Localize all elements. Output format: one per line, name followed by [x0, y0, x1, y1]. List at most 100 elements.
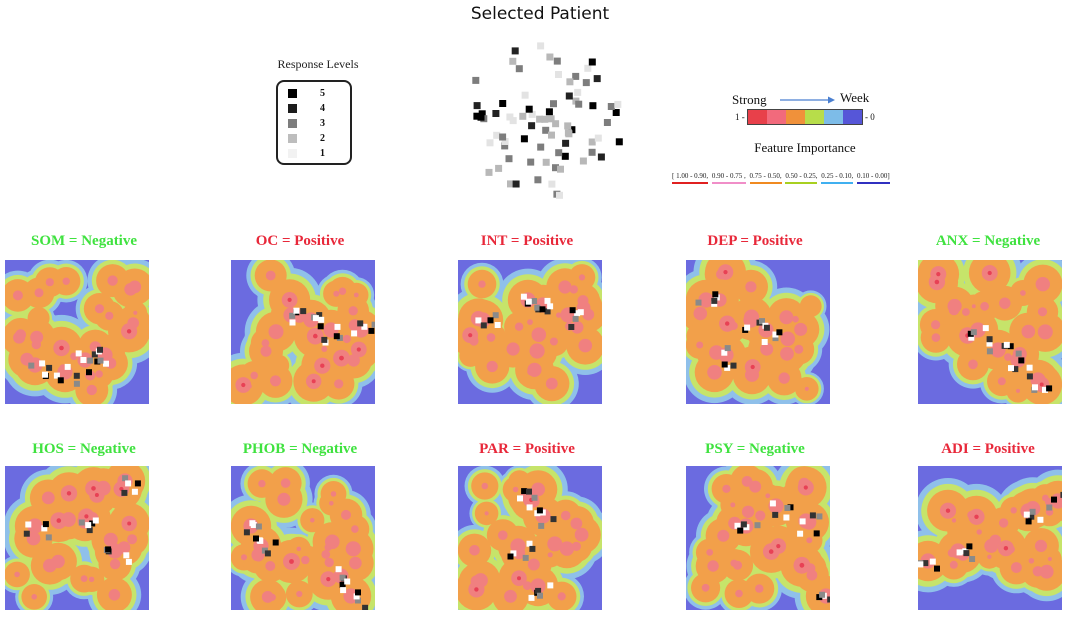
- response-cell: [588, 58, 596, 66]
- heat-blob: [84, 514, 89, 519]
- heat-blob: [126, 329, 132, 334]
- response-cell: [588, 148, 596, 156]
- response-cell: [1025, 518, 1032, 525]
- response-cell: [986, 348, 993, 355]
- heat-blob: [310, 517, 315, 523]
- heat-blob: [250, 371, 258, 380]
- heat-blob: [799, 295, 822, 318]
- heat-blob: [1039, 382, 1044, 387]
- response-cell: [509, 57, 517, 65]
- heat-blob: [14, 571, 20, 578]
- heat-blob: [545, 377, 558, 390]
- heatmap-par: [458, 466, 602, 610]
- map-label-int: INT = Positive: [480, 233, 574, 249]
- response-cell: [131, 488, 138, 495]
- response-cell: [123, 552, 130, 559]
- response-cell: [695, 299, 702, 306]
- response-cell: [73, 372, 80, 379]
- heat-blob: [557, 592, 566, 601]
- heat-blob: [804, 386, 809, 391]
- response-cell: [542, 158, 550, 166]
- heatmap-int: [458, 260, 602, 404]
- map-label-adi: ADI = Positive: [941, 441, 1035, 457]
- map-label-dep: DEP = Positive: [707, 233, 803, 249]
- response-cell: [87, 357, 94, 364]
- heat-blob: [504, 589, 517, 603]
- heat-blob: [574, 527, 589, 542]
- range-item: 0.10 - 0.00]: [857, 172, 890, 184]
- response-cell: [615, 138, 623, 146]
- response-cell: [499, 133, 507, 141]
- response-cell: [86, 527, 93, 534]
- heat-blob: [80, 575, 88, 582]
- response-cell: [713, 294, 720, 301]
- response-cell: [361, 323, 368, 330]
- heat-blob: [931, 333, 941, 342]
- response-cell: [579, 157, 587, 165]
- response-cell: [45, 534, 52, 541]
- response-cell: [597, 153, 605, 161]
- response-cell: [1018, 357, 1025, 364]
- heat-blob: [261, 591, 274, 603]
- heat-blob: [945, 508, 951, 513]
- response-cell: [340, 587, 347, 594]
- heat-blob: [95, 480, 111, 496]
- heat-blob: [345, 541, 361, 557]
- response-cell: [546, 53, 554, 61]
- response-cell: [494, 322, 501, 328]
- heat-blob: [324, 543, 332, 552]
- response-cell: [261, 547, 268, 554]
- heat-blob: [270, 375, 281, 387]
- response-cell: [772, 331, 779, 338]
- response-cell: [547, 115, 555, 123]
- response-cell: [526, 540, 533, 547]
- heat-blob: [475, 312, 491, 328]
- heat-blob: [320, 363, 325, 368]
- heat-blob: [13, 331, 26, 344]
- heat-blob: [989, 534, 1001, 546]
- heat-blob: [1037, 324, 1053, 340]
- response-cell: [721, 349, 728, 356]
- heatmap-adi: [918, 466, 1062, 610]
- heat-blob: [265, 270, 276, 281]
- heat-blob: [486, 360, 498, 373]
- legend-swatch: [288, 134, 297, 143]
- heat-blob: [468, 333, 473, 338]
- response-cell: [589, 102, 597, 110]
- response-cell: [550, 516, 557, 523]
- response-cell: [787, 504, 794, 511]
- response-cell: [526, 488, 532, 495]
- heat-blob: [768, 549, 774, 554]
- response-cell: [1026, 373, 1033, 380]
- response-cell: [97, 346, 103, 353]
- response-cell: [1037, 516, 1044, 523]
- response-cell: [730, 362, 737, 369]
- response-cell: [1007, 343, 1014, 350]
- heat-blob: [803, 485, 808, 490]
- heat-blob: [486, 333, 496, 342]
- response-cell: [492, 110, 500, 117]
- heat-blob: [94, 304, 105, 314]
- response-cell: [23, 530, 30, 537]
- response-cell: [528, 594, 535, 601]
- response-cell: [507, 180, 514, 188]
- heat-blob: [469, 545, 480, 556]
- heat-blob: [792, 315, 799, 323]
- response-cell: [918, 561, 924, 568]
- map-label-hos: HOS = Negative: [32, 441, 136, 457]
- heat-blob: [351, 525, 359, 533]
- response-cell: [572, 315, 579, 322]
- response-cell: [607, 103, 615, 110]
- heat-blob: [128, 280, 142, 294]
- heat-blob: [241, 554, 247, 561]
- heatmap-anx: [918, 260, 1062, 404]
- response-cell: [1060, 491, 1062, 498]
- heatmap-psy: [686, 466, 830, 610]
- legend-label: 2: [320, 133, 325, 144]
- response-cell: [501, 138, 509, 145]
- heat-blob: [1016, 388, 1020, 393]
- heat-blob: [717, 529, 730, 542]
- response-cell: [545, 108, 553, 116]
- response-cell: [564, 122, 572, 130]
- response-cell: [289, 312, 296, 319]
